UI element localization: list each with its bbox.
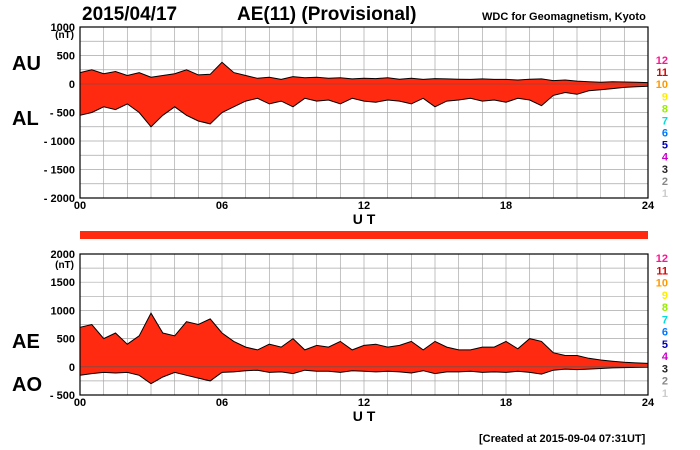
side-label-ae: AE [12,331,40,353]
side-label-al: AL [12,108,39,130]
series-line-ae [79,312,649,364]
y-tick-label: - 1000 [44,136,75,148]
station-count-label: 8 [662,302,668,314]
side-label-ao: AO [12,374,42,396]
plot-frame [79,26,649,199]
station-count-label: 11 [656,265,668,277]
x-tick-label: 06 [216,397,228,409]
series-line-ao [79,366,649,385]
station-count-label: 10 [656,278,668,290]
y-unit-label: (nT) [55,260,74,271]
station-count-label: 12 [656,55,668,67]
y-tick-label: - 1500 [44,165,75,177]
y-tick-label: 2000 [51,249,75,261]
y-tick-label: 1000 [51,22,75,34]
x-tick-label: 18 [500,397,512,409]
x-axis-label: U T [353,408,376,424]
y-tick-label: 0 [69,79,75,91]
station-count-label: 4 [662,351,669,363]
station-count-label: 8 [662,103,668,115]
x-tick-label: 18 [500,200,512,212]
station-count-label: 5 [662,140,668,152]
created-footer: [Created at 2015-09-04 07:31UT] [479,433,646,445]
y-tick-label: - 2000 [44,193,75,205]
station-count-label: 10 [656,79,668,91]
source-label: WDC for Geomagnetism, Kyoto [482,11,646,23]
band-area [80,313,648,384]
y-tick-label: - 500 [50,108,75,120]
station-count-label: 1 [662,188,668,200]
status-bar [80,231,648,239]
station-count-label: 2 [662,176,668,188]
y-unit-label: (nT) [55,30,74,41]
station-count-label: 6 [662,327,668,339]
x-tick-label: 06 [216,200,228,212]
station-count-label: 4 [662,152,669,164]
series-line-au [79,61,649,84]
station-count-label: 2 [662,376,668,388]
y-tick-label: 1000 [51,305,75,317]
y-tick-label: 0 [69,362,75,374]
x-tick-label: 24 [642,200,655,212]
station-count-label: 3 [662,164,668,176]
series-line-al [79,85,649,128]
x-tick-label: 12 [358,200,370,212]
station-count-label: 12 [656,253,668,265]
index-title: AE(11) (Provisional) [237,4,417,25]
plot-frame [79,253,649,396]
band-area [80,62,648,127]
station-count-label: 3 [662,363,668,375]
station-count-label: 5 [662,339,668,351]
station-count-label: 11 [656,67,668,79]
x-tick-label: 24 [642,397,655,409]
station-count-label: 7 [662,115,668,127]
station-count-label: 1 [662,388,668,400]
side-label-au: AU [12,53,41,75]
date-title: 2015/04/17 [82,4,178,25]
y-tick-label: 500 [57,334,75,346]
x-axis-label: U T [353,211,376,227]
station-count-label: 9 [662,91,668,103]
y-tick-label: 500 [57,51,75,63]
y-tick-label: - 500 [50,390,75,402]
x-tick-label: 00 [74,200,86,212]
y-tick-label: 1500 [51,277,75,289]
station-count-label: 7 [662,314,668,326]
x-tick-label: 12 [358,397,370,409]
x-tick-label: 00 [74,397,86,409]
station-count-label: 9 [662,290,668,302]
station-count-label: 6 [662,128,668,140]
